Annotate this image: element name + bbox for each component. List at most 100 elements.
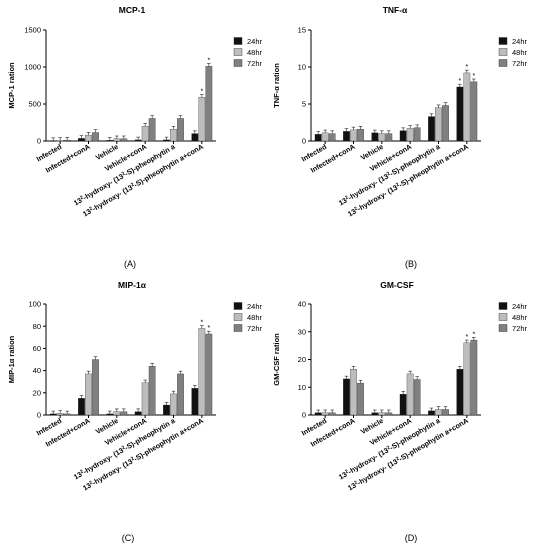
bar-24hr-1 <box>343 131 350 142</box>
bar-24hr-2 <box>106 413 114 416</box>
bar-72hr-1 <box>92 359 99 416</box>
bar-24hr-0 <box>49 413 57 416</box>
y-tick-label: 60 <box>33 344 41 353</box>
bar-48hr-5 <box>198 328 206 416</box>
panel-label: (B) <box>405 259 417 269</box>
chart-title: GM-CSF <box>380 280 414 290</box>
bar-72hr-4 <box>442 409 449 416</box>
legend-label-48hr: 48hr <box>512 313 528 322</box>
bar-48hr-5 <box>463 342 471 416</box>
bar-72hr-2 <box>120 138 128 142</box>
bar-72hr-3 <box>413 379 421 416</box>
bar-72hr-5 <box>205 66 213 142</box>
y-tick-label: 10 <box>298 383 306 392</box>
bar-24hr-5 <box>456 369 464 416</box>
bar-48hr-2 <box>378 133 386 142</box>
y-tick-label: 40 <box>33 366 41 375</box>
legend-swatch-72hr <box>233 324 243 332</box>
bar-24hr-5 <box>456 86 464 142</box>
bar-72hr-3 <box>148 366 156 416</box>
legend-label-24hr: 24hr <box>247 302 263 311</box>
bar-72hr-5 <box>470 339 478 416</box>
chart-title: MCP-1 <box>119 5 146 15</box>
y-tick-label: 40 <box>298 300 306 309</box>
significance-marker: * <box>472 73 475 80</box>
bar-24hr-5 <box>191 133 199 142</box>
bar-72hr-4 <box>177 373 184 416</box>
y-tick-label: 10 <box>298 63 306 72</box>
bar-72hr-2 <box>120 411 128 416</box>
bar-24hr-2 <box>106 140 114 142</box>
legend-label-24hr: 24hr <box>247 37 263 46</box>
bar-72hr-2 <box>385 412 393 416</box>
bar-48hr-0 <box>321 132 329 142</box>
y-tick-label: 100 <box>28 300 41 309</box>
bar-48hr-3 <box>141 126 149 142</box>
bar-24hr-3 <box>134 139 142 142</box>
bar-24hr-3 <box>399 394 407 416</box>
legend-label-72hr: 72hr <box>512 324 528 333</box>
y-axis-label: GM-CSF ration <box>272 333 281 386</box>
legend-label-48hr: 48hr <box>247 48 263 57</box>
bar-72hr-5 <box>205 333 213 416</box>
bar-48hr-4 <box>170 129 177 142</box>
y-tick-label: 30 <box>298 327 306 336</box>
bar-24hr-1 <box>78 398 85 416</box>
panel-label: (D) <box>405 533 418 543</box>
y-tick-label: 80 <box>33 322 41 331</box>
bar-72hr-0 <box>63 413 71 416</box>
legend-label-72hr: 72hr <box>247 324 263 333</box>
bar-72hr-1 <box>92 132 99 142</box>
y-axis-label: MCP-1 ration <box>7 62 16 109</box>
y-tick-label: 1500 <box>24 26 41 35</box>
bar-48hr-3 <box>406 373 414 416</box>
significance-marker: * <box>207 57 210 64</box>
bar-24hr-1 <box>343 378 350 416</box>
bar-24hr-5 <box>191 388 199 416</box>
bar-72hr-1 <box>357 129 364 142</box>
bar-48hr-3 <box>141 382 149 416</box>
y-tick-label: 20 <box>33 388 41 397</box>
bar-72hr-4 <box>177 118 184 142</box>
legend-swatch-72hr <box>498 59 508 67</box>
significance-marker: * <box>207 325 210 332</box>
panel-label: (C) <box>122 533 135 543</box>
bar-48hr-1 <box>85 134 92 142</box>
significance-marker: * <box>458 78 461 85</box>
bar-48hr-4 <box>435 409 442 416</box>
y-tick-label: 0 <box>37 411 41 420</box>
legend-label-24hr: 24hr <box>512 302 528 311</box>
bar-72hr-3 <box>148 118 156 142</box>
bar-48hr-2 <box>378 412 386 416</box>
y-tick-label: 5 <box>302 100 306 109</box>
bar-72hr-4 <box>442 105 449 142</box>
y-tick-label: 15 <box>298 26 306 35</box>
bar-72hr-0 <box>328 133 336 142</box>
bar-24hr-3 <box>134 411 142 416</box>
legend-swatch-48hr <box>498 48 508 56</box>
bar-48hr-1 <box>350 369 357 416</box>
legend-swatch-24hr <box>498 302 508 310</box>
bar-48hr-3 <box>406 128 414 142</box>
legend-label-72hr: 72hr <box>247 59 263 68</box>
bar-24hr-3 <box>399 130 407 142</box>
bar-48hr-2 <box>113 138 121 142</box>
significance-marker: * <box>472 331 475 338</box>
legend-swatch-24hr <box>233 302 243 310</box>
bar-48hr-2 <box>113 411 121 416</box>
bar-72hr-0 <box>63 139 71 142</box>
bar-24hr-2 <box>371 132 379 142</box>
y-axis-label: MIP-1α ration <box>7 335 16 383</box>
y-tick-label: 0 <box>302 411 306 420</box>
bar-48hr-1 <box>350 129 357 142</box>
bar-72hr-0 <box>328 412 336 416</box>
y-axis-label: TNF-α ration <box>272 63 281 108</box>
legend-label-24hr: 24hr <box>512 37 528 46</box>
legend-swatch-48hr <box>233 48 243 56</box>
bar-24hr-0 <box>49 140 57 142</box>
legend-swatch-48hr <box>498 313 508 321</box>
bar-24hr-4 <box>163 404 170 416</box>
